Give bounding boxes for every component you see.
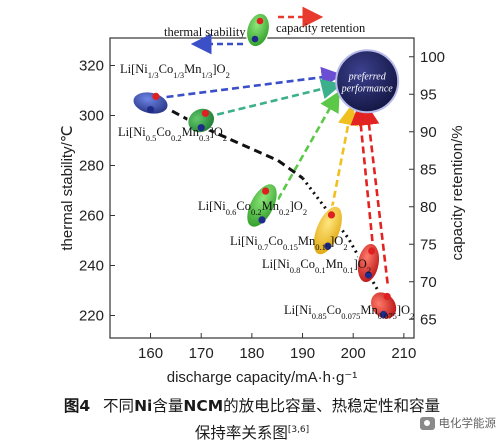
- thermal-dot: [258, 216, 266, 224]
- arrow-to-preferred: [216, 78, 343, 116]
- caption-text-ncm: NCM: [183, 397, 224, 415]
- y-right-tick-label: 65: [420, 311, 437, 328]
- x-tick-label: 190: [290, 345, 315, 362]
- y-left-tick-label: 220: [79, 308, 104, 325]
- thermal-dot: [380, 310, 388, 319]
- point-label: Li[Ni0.6Co0.2Mn0.2]O2: [198, 199, 307, 217]
- y-right-tick-label: 75: [420, 236, 437, 253]
- point-label: Li[Ni0.85Co0.075Mn0.075]O2: [284, 303, 414, 321]
- legend-sample-ellipse: [245, 12, 271, 48]
- y-left-tick-label: 240: [79, 258, 104, 275]
- retention-dot: [262, 187, 270, 195]
- trend-curve-layer: [159, 103, 385, 302]
- y-right-tick-label: 100: [420, 49, 445, 66]
- thermal-dot: [364, 271, 372, 279]
- caption-text-a: 不同: [103, 397, 135, 415]
- axes-layer: 160 170 180 190 200 210 220 240 260 280 300 320 65 70…: [59, 37, 466, 386]
- y-right-tick-label: 70: [420, 274, 437, 291]
- retention-dot: [368, 247, 376, 255]
- arrow-to-preferred: [276, 90, 340, 201]
- preferred-label-line1: preferred: [348, 71, 387, 82]
- point-ellipse: [245, 182, 279, 229]
- x-tick-label: 170: [189, 345, 214, 362]
- arrow-to-preferred: [358, 104, 389, 284]
- point-label: Li[Ni0.7Co0.15Mn0.15]O2: [230, 234, 348, 252]
- sample-point: [356, 242, 381, 284]
- watermark-text: 电化学能源: [438, 416, 497, 430]
- y-right-tick-label: 90: [420, 124, 437, 141]
- thermal-dot: [324, 242, 332, 250]
- legend-thermal-label: thermal stability: [164, 25, 246, 39]
- caption-line-2: 保持率关系图[3,6]: [0, 418, 504, 445]
- caption-text-b: 含量: [152, 397, 184, 415]
- arrow-to-preferred: [350, 104, 374, 242]
- figure-caption: 图4 不同Ni含量NCM的放电比容量、热稳定性和容量 保持率关系图[3,6]: [0, 394, 504, 445]
- trend-curve-dotted: [301, 177, 385, 302]
- x-axis-title: discharge capacity/mA·h·g⁻¹: [167, 369, 358, 386]
- y-left-tick-label: 320: [79, 58, 104, 75]
- caption-reference: [3,6]: [287, 425, 310, 435]
- x-tick-label: 160: [138, 345, 163, 362]
- watermark: 电化学能源: [419, 415, 497, 431]
- x-tick-label: 200: [341, 345, 366, 362]
- sample-point: [245, 182, 279, 229]
- y-left-tick-label: 280: [79, 158, 104, 175]
- legend-layer: capacity retention thermal stability: [164, 6, 366, 55]
- legend-blue-dot: [251, 35, 259, 43]
- retention-dot: [383, 292, 391, 301]
- legend-retention-label: capacity retention: [276, 21, 366, 35]
- wechat-icon: [419, 416, 435, 430]
- point-label: Li[Ni0.5Co0.2Mn0.3]O2: [118, 125, 227, 143]
- sample-point: [369, 290, 398, 321]
- y-right-tick-label: 85: [420, 161, 437, 178]
- point-ellipse: [312, 205, 344, 256]
- point-label: Li[Ni1/3Co1/3Mn1/3]O2: [120, 62, 230, 80]
- preferred-label-line2: performance: [341, 83, 394, 94]
- legend-ellipse: [245, 12, 271, 48]
- point-label: Li[Ni0.8Co0.1Mn0.1]O2: [262, 257, 371, 275]
- x-tick-label: 180: [239, 345, 264, 362]
- arrows-layer: [166, 66, 389, 284]
- trend-curve-dashed: [159, 103, 304, 180]
- legend-red-dot: [256, 17, 264, 25]
- caption-line-1: 图4 不同Ni含量NCM的放电比容量、热稳定性和容量: [0, 394, 504, 418]
- x-tick-label: 210: [391, 345, 416, 362]
- sample-point: [186, 107, 216, 134]
- retention-dot: [201, 109, 209, 117]
- caption-text-c: 的放电比容量、热稳定性和容量: [223, 397, 441, 415]
- retention-dot: [327, 211, 336, 219]
- sample-point: [312, 205, 344, 256]
- arrow-to-preferred: [166, 66, 343, 99]
- caption-text-ni: Ni: [134, 397, 153, 415]
- y-right-axis-title: capacity retention/%: [449, 125, 466, 260]
- preferred-performance-circle: [335, 49, 400, 114]
- y-right-tick-label: 80: [420, 199, 437, 216]
- sample-point: [132, 90, 170, 116]
- y-left-axis-title: thermal stability/℃: [59, 125, 76, 250]
- arrow-to-preferred: [330, 104, 359, 209]
- point-ellipse: [369, 290, 398, 321]
- y-left-tick-label: 260: [79, 208, 104, 225]
- point-labels-layer: Li[Ni1/3Co1/3Mn1/3]O2 Li[Ni0.5Co0.2Mn0.3]…: [118, 62, 414, 321]
- chart-svg: 160 170 180 190 200 210 220 240 260 280 300 320 65 70…: [59, 6, 466, 386]
- y-left-tick-label: 300: [79, 108, 104, 125]
- retention-dot: [152, 92, 160, 100]
- figure-number: 图4: [63, 397, 91, 415]
- caption-text-d: 保持率关系图: [194, 424, 288, 443]
- y-right-tick-label: 95: [420, 86, 437, 103]
- thermal-dot: [146, 106, 155, 114]
- thermal-dot: [197, 124, 205, 132]
